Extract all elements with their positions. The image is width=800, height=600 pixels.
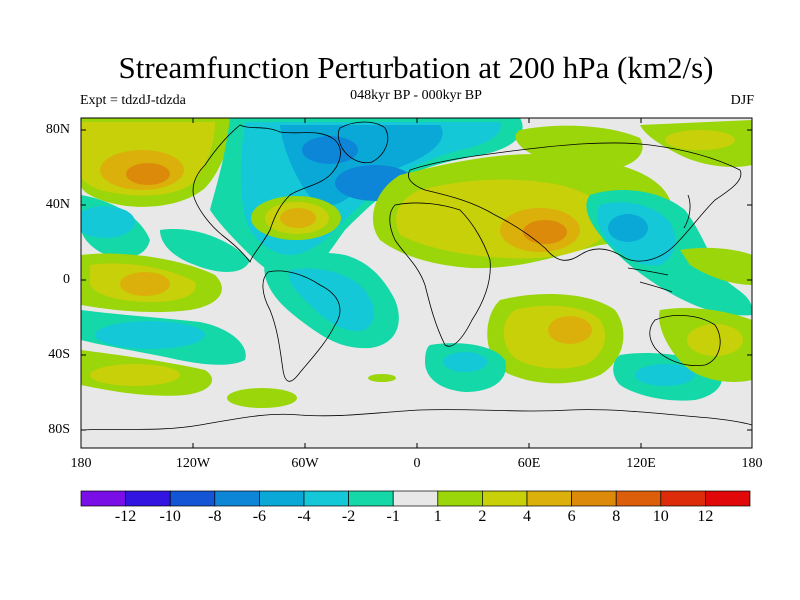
coastline-greenland (337, 121, 389, 164)
colorbar-swatch (571, 490, 617, 507)
contour-region (95, 321, 205, 349)
contour-region (523, 220, 567, 244)
coastline-antarctica (81, 409, 752, 431)
experiment-label: Expt = tdzdJ-tdzda (80, 93, 186, 108)
colorbar-swatch (526, 490, 572, 507)
coastline-japan (683, 194, 691, 229)
coastline-north-america (192, 124, 341, 263)
contour-region (90, 364, 180, 386)
contour-region (227, 388, 297, 408)
colorbar-swatch (482, 490, 528, 507)
lon-label-180w: 180 (70, 456, 92, 471)
axis-ticks (81, 118, 752, 448)
coastline-africa (389, 202, 491, 347)
colorbar-label: -6 (252, 508, 267, 525)
lon-label-120w: 120W (175, 456, 211, 471)
colorbar-label: -1 (386, 508, 400, 525)
season-label: DJF (730, 93, 754, 108)
colorbar-swatch (392, 490, 439, 507)
contour-region (160, 229, 250, 272)
lat-label-80s: 80S (48, 422, 70, 437)
contour-region (81, 206, 135, 238)
colorbar-swatch (214, 490, 260, 507)
contour-region (548, 316, 592, 344)
colorbar-swatch (615, 490, 662, 507)
colorbar-label: 6 (567, 508, 576, 525)
colorbar-label: 8 (612, 508, 621, 525)
lat-label-40s: 40S (48, 347, 70, 362)
colorbar-swatch (348, 490, 394, 507)
colorbar-swatch (660, 490, 706, 507)
coastline-eurasia (408, 142, 742, 262)
page-title: Streamfunction Perturbation at 200 hPa (… (118, 50, 714, 85)
lon-label-180e: 180 (741, 456, 763, 471)
coastline-south-america (262, 270, 341, 382)
contour-fill-layer (81, 118, 752, 448)
contour-region (280, 208, 316, 228)
colorbar-label: -4 (297, 508, 311, 525)
subtitle: 048kyr BP - 000kyr BP (350, 88, 482, 103)
colorbar-label: -10 (159, 508, 181, 525)
contour-region (635, 364, 695, 386)
colorbar-swatch (259, 490, 305, 507)
contour-region (687, 182, 752, 250)
colorbar-label: 4 (523, 508, 531, 525)
coastline-indonesia (627, 267, 673, 293)
colorbar-swatch (303, 490, 349, 507)
colorbar (80, 490, 751, 507)
contour-region (288, 268, 375, 331)
coastlines (81, 121, 752, 431)
contour-region (515, 125, 643, 170)
colorbar-label: -8 (208, 508, 222, 525)
lon-label-0: 0 (413, 456, 421, 471)
lat-label-40n: 40N (45, 197, 70, 212)
contour-region (302, 136, 358, 164)
colorbar-swatch (80, 490, 126, 507)
contour-region (680, 247, 752, 285)
colorbar-swatch (705, 490, 751, 507)
lon-label-60w: 60W (291, 456, 319, 471)
lon-label-120e: 120E (626, 456, 656, 471)
colorbar-label: 10 (652, 508, 669, 525)
lon-label-60e: 60E (517, 456, 541, 471)
colorbar-swatch (437, 490, 483, 507)
contour-region (608, 214, 648, 242)
colorbar-swatch (169, 490, 216, 507)
colorbar-label: 2 (478, 508, 487, 525)
contour-region (120, 272, 170, 296)
contour-region (443, 352, 487, 372)
colorbar-swatch (125, 490, 171, 507)
colorbar-label: -12 (114, 508, 137, 525)
colorbar-label: -2 (341, 508, 356, 525)
lat-label-0: 0 (63, 272, 70, 287)
contour-region (368, 374, 396, 382)
coastline-australia (649, 315, 721, 367)
contour-region (665, 130, 735, 150)
colorbar-label: 12 (697, 508, 714, 525)
contour-region (126, 163, 170, 185)
colorbar-label: 1 (433, 508, 442, 525)
lat-label-80n: 80N (45, 122, 70, 137)
contour-region (687, 324, 743, 356)
